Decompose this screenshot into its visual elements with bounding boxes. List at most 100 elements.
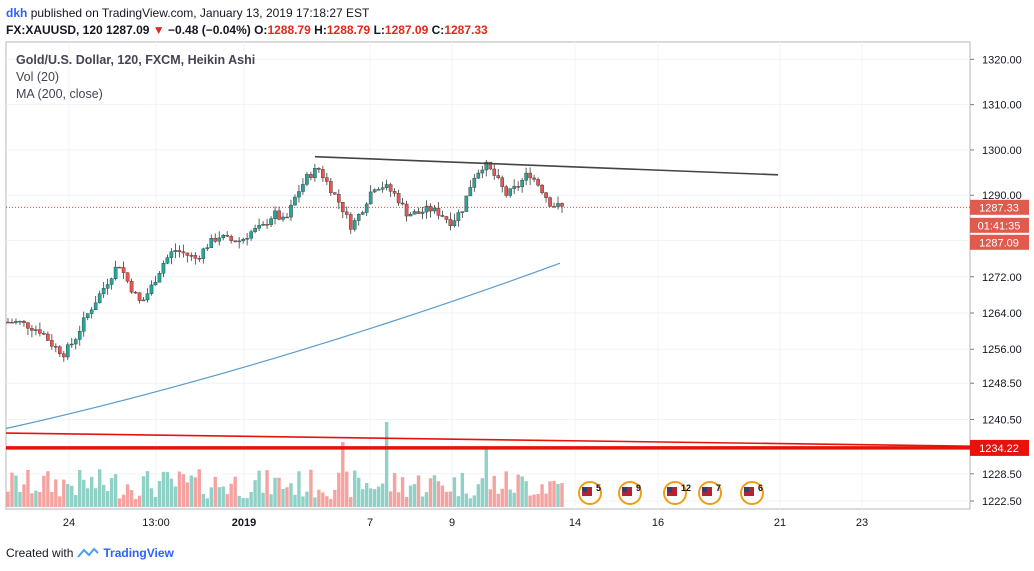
volume-bar xyxy=(548,481,552,507)
candle-body xyxy=(281,216,285,220)
volume-bar xyxy=(125,484,130,507)
low-label: L: xyxy=(373,23,385,37)
volume-bar xyxy=(412,484,417,507)
volume-bar xyxy=(237,495,241,507)
created-with-text: Created with xyxy=(6,546,74,560)
volume-bar xyxy=(384,422,389,507)
x-tick-label: 23 xyxy=(856,517,868,529)
candle-body xyxy=(277,210,281,220)
candle-body xyxy=(380,187,385,190)
candle-body xyxy=(89,309,94,314)
volume-bar xyxy=(337,472,341,507)
candle-body xyxy=(488,161,493,170)
candle-body xyxy=(121,267,126,273)
y-tick-label: 1300.00 xyxy=(982,145,1022,157)
candle-body xyxy=(452,220,457,226)
resistance-trendline xyxy=(314,155,779,176)
volume-bar xyxy=(93,488,98,507)
candle-body xyxy=(145,293,150,301)
volume-bar xyxy=(105,491,110,507)
volume-bar xyxy=(376,486,381,507)
support-price-tag: 1234.22 xyxy=(979,443,1019,455)
candle-body xyxy=(460,211,465,213)
event-count-label: 12 xyxy=(681,483,691,493)
publish-text: published on TradingView.com, January 13… xyxy=(30,6,370,20)
brand-name[interactable]: TradingView xyxy=(103,546,174,560)
candle-body xyxy=(61,353,66,358)
y-tick-label: 1272.00 xyxy=(982,272,1022,284)
us-flag-canton xyxy=(582,487,587,492)
legend-volume: Vol (20) xyxy=(16,70,60,84)
candle-body xyxy=(400,202,405,205)
volume-bar xyxy=(269,494,273,507)
support-price-tag-bg xyxy=(970,439,1029,456)
candle-body xyxy=(217,237,222,242)
candle-body xyxy=(536,179,540,186)
trendlines[interactable] xyxy=(5,155,971,450)
volume-bar xyxy=(173,486,178,507)
quote-line: FX:XAUUSD, 120 1287.09 ▼ −0.48 (−0.04%) … xyxy=(6,22,488,38)
candle-body xyxy=(368,191,373,205)
time-axis[interactable]: 24 13:00 2019 7 9 14 16 21 23 xyxy=(63,517,868,529)
candle-body xyxy=(376,189,381,191)
volume-bar xyxy=(536,494,540,507)
volume-bar xyxy=(301,496,305,507)
volume-bar xyxy=(368,488,373,507)
volume-bar xyxy=(161,471,166,507)
candle-body xyxy=(468,187,473,197)
y-tick-label: 1228.50 xyxy=(982,469,1022,481)
event-count-label: 6 xyxy=(758,483,763,493)
footer: Created with TradingView xyxy=(6,546,174,560)
x-tick-label: 13:00 xyxy=(142,517,170,529)
y-tick-label: 1222.50 xyxy=(982,496,1022,508)
volume-bar xyxy=(233,476,237,507)
down-arrow-icon: ▼ xyxy=(152,23,165,37)
candle-body xyxy=(193,255,198,259)
candle-body xyxy=(42,333,46,335)
volume-bar xyxy=(544,493,548,507)
volume-bar xyxy=(504,471,508,507)
candle-body xyxy=(22,320,26,323)
volume-bar xyxy=(372,489,377,507)
volume-bar xyxy=(552,480,556,507)
volume-bar xyxy=(149,488,154,507)
countdown-tag: 01:41:35 xyxy=(978,220,1021,232)
volume-bar xyxy=(297,471,301,507)
author-name[interactable]: dkh xyxy=(6,6,28,20)
low-value: 1287.09 xyxy=(384,23,429,37)
candle-body xyxy=(149,284,154,294)
volume-bar xyxy=(261,492,265,507)
candle-body xyxy=(141,299,146,302)
candle-body xyxy=(205,247,210,250)
candle-body xyxy=(540,184,544,193)
candle-body xyxy=(305,174,309,185)
legend-title: Gold/U.S. Dollar, 120, FXCM, Heikin Ashi xyxy=(16,53,256,67)
y-tick-label: 1320.00 xyxy=(982,54,1022,66)
economic-events[interactable]: 5 9 12 7 6 xyxy=(578,481,764,505)
low-price-tag: 1287.09 xyxy=(979,237,1019,249)
price-axis[interactable]: 1222.50 1228.50 1240.50 1248.50 1256.00 1264.… xyxy=(970,54,1022,508)
volume-bar xyxy=(209,487,213,507)
volume-bar xyxy=(86,488,90,507)
candle-body xyxy=(364,203,369,213)
candle-body xyxy=(153,282,158,286)
volume-bar xyxy=(46,471,50,507)
volume-bars xyxy=(6,422,564,507)
us-flag-canton xyxy=(622,487,627,492)
candle-body xyxy=(293,196,297,206)
candle-body xyxy=(261,223,265,226)
y-tick-label: 1310.00 xyxy=(982,100,1022,112)
volume-bar xyxy=(189,475,194,507)
candle-body xyxy=(233,240,237,243)
volume-bar xyxy=(480,478,484,507)
candle-body xyxy=(241,239,245,242)
candle-body xyxy=(73,339,78,345)
volume-bar xyxy=(380,483,385,507)
volume-bar xyxy=(484,449,488,507)
candle-body xyxy=(189,255,194,257)
candle-body xyxy=(285,216,289,219)
volume-bar xyxy=(349,497,353,507)
candle-body xyxy=(428,205,433,212)
volume-bar xyxy=(169,478,174,507)
